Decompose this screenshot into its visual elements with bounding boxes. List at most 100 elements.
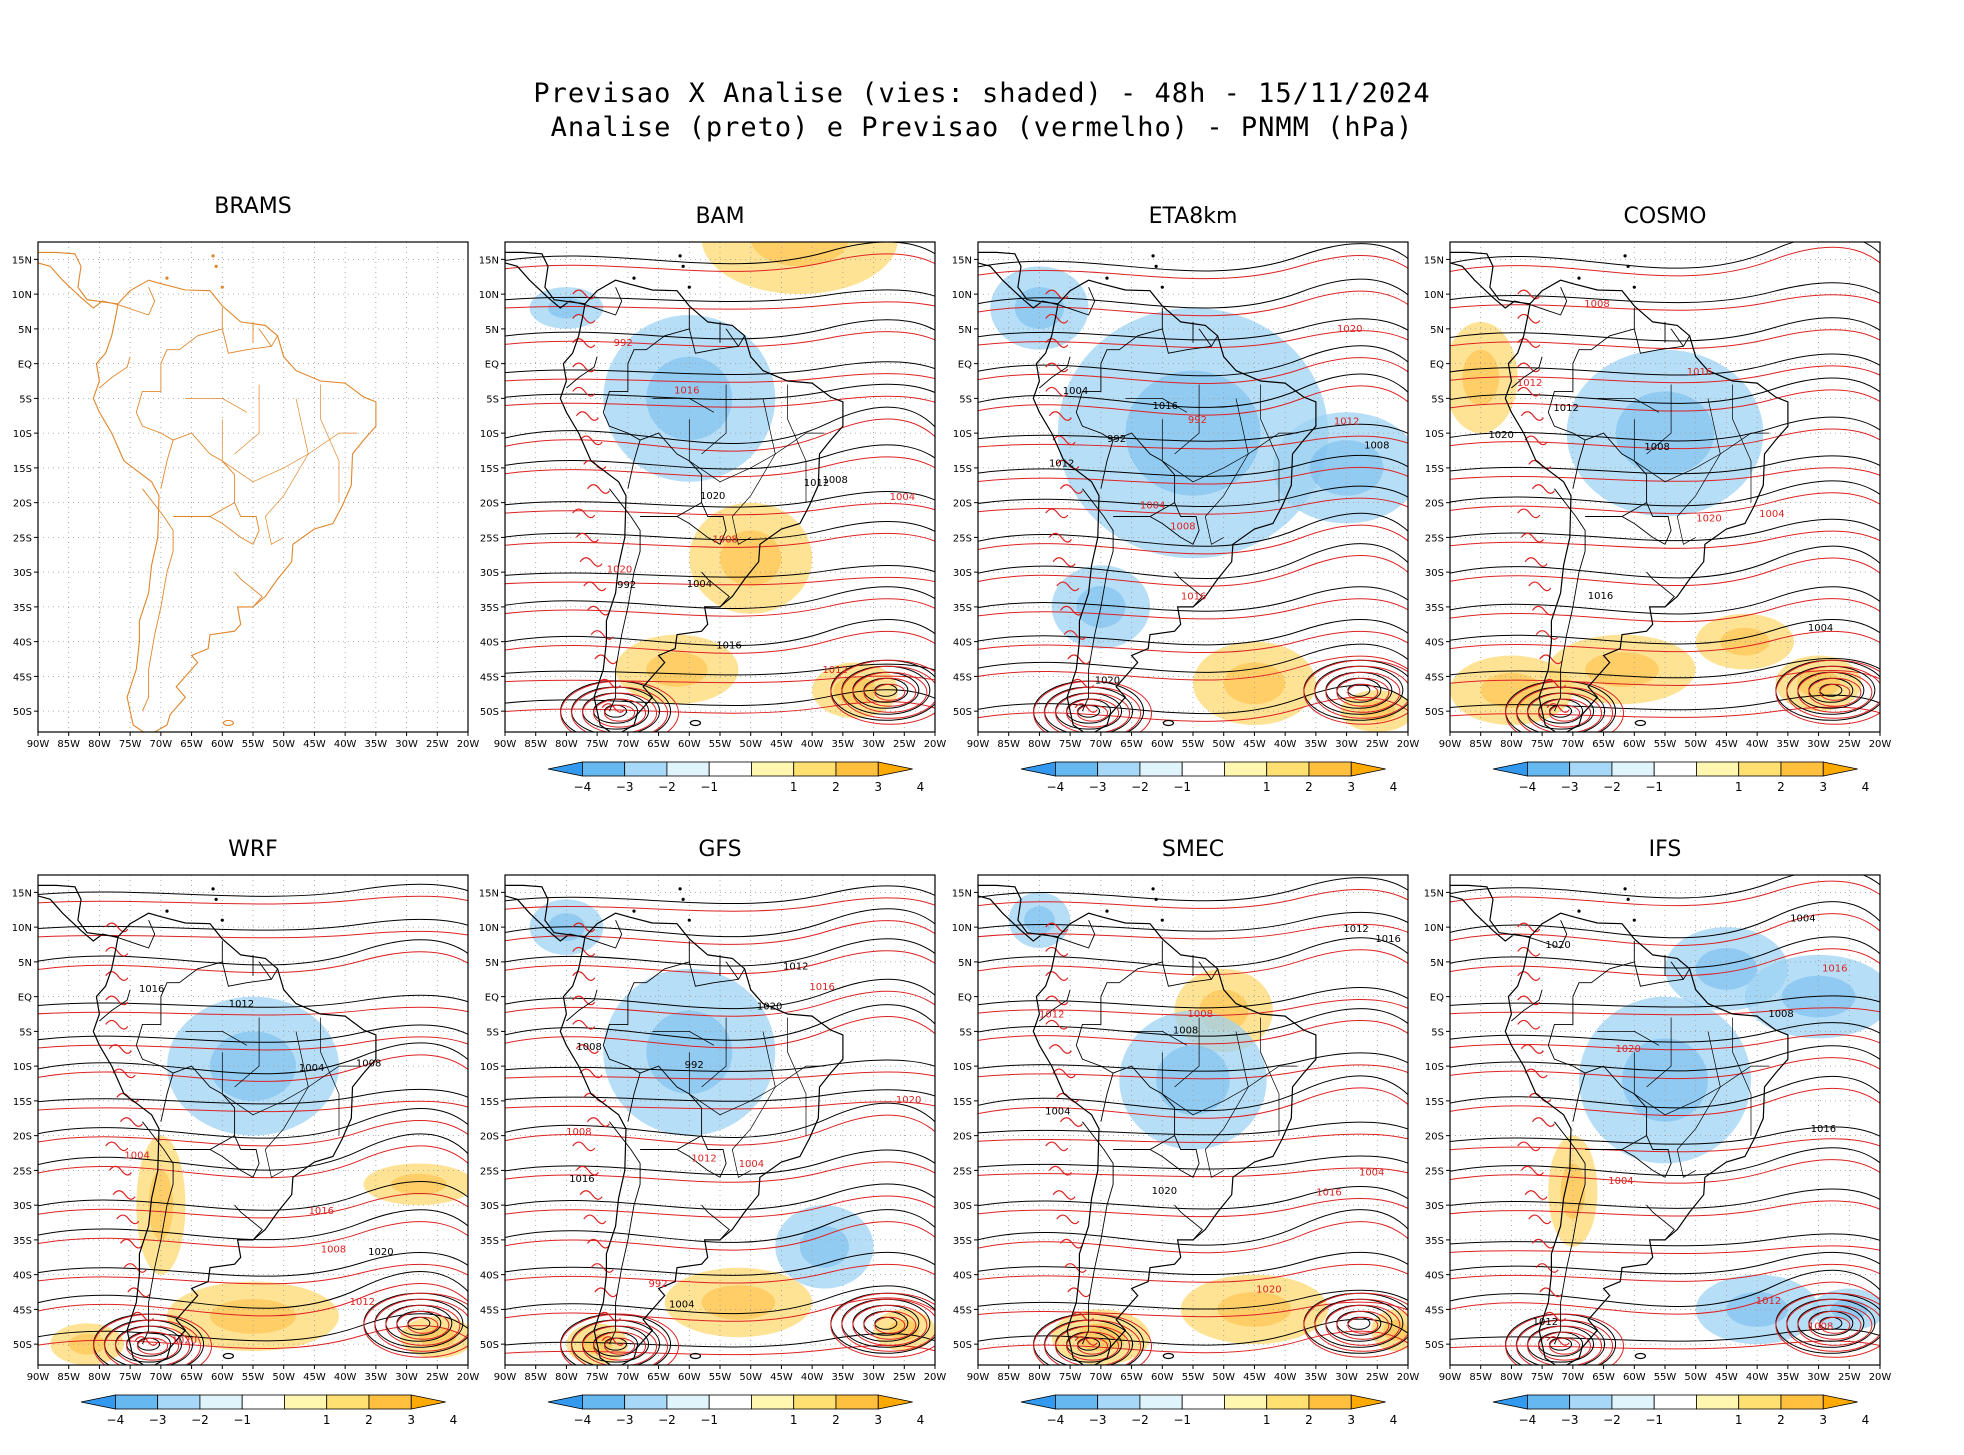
- analysis-isobar: [1450, 658, 1880, 679]
- lat-label: 25S: [480, 1166, 499, 1177]
- lat-label: 50S: [480, 1340, 499, 1351]
- andes-isobar: [572, 289, 596, 300]
- andes-isobar: [1520, 532, 1544, 543]
- island: [1124, 237, 1127, 240]
- country-border: [1039, 989, 1071, 1022]
- state-border: [1597, 1031, 1660, 1046]
- andes-isobar: [572, 995, 596, 1006]
- island: [687, 918, 691, 922]
- analysis-isobar: [505, 319, 935, 340]
- contour-label: 1012: [350, 1297, 375, 1308]
- lon-label: 50W: [1684, 1372, 1707, 1383]
- andes-isobar: [1543, 678, 1567, 689]
- andes-isobar: [575, 1044, 599, 1054]
- contour-label: 1012: [822, 665, 847, 676]
- colorbar-label: 2: [1777, 780, 1785, 794]
- state-border: [1597, 398, 1660, 413]
- andes-isobar: [1056, 1214, 1080, 1225]
- lon-label: 50W: [739, 1372, 762, 1383]
- contour-label: 992: [1188, 415, 1207, 426]
- lon-label: 65W: [1592, 739, 1615, 750]
- contour-label: 1008: [576, 1042, 601, 1053]
- forecast-isobar: [978, 385, 1408, 416]
- forecast-isobar: [1450, 598, 1880, 623]
- low-isobar-forecast: [582, 1325, 658, 1365]
- andes-isobar: [1071, 1311, 1095, 1322]
- colorbar-swatch: [1181, 1394, 1225, 1410]
- lon-label: 90W: [1439, 1372, 1462, 1383]
- lon-label: 30W: [395, 739, 418, 750]
- colorbar-swatch: [1266, 1394, 1310, 1410]
- lat-label: 20S: [13, 1132, 32, 1143]
- country-border: [1198, 328, 1212, 347]
- colorbar-swatch: [1055, 1394, 1099, 1410]
- country-border: [141, 488, 174, 712]
- forecast-isobar: [505, 456, 935, 478]
- lat-label: 5S: [1431, 394, 1444, 405]
- forecast-isobar: [978, 357, 1408, 384]
- colorbar-label: 1: [1735, 1413, 1743, 1427]
- andes-isobar: [601, 703, 625, 713]
- island: [1062, 870, 1065, 873]
- forecast-isobar: [38, 895, 468, 905]
- colorbar-label: 2: [365, 1413, 373, 1427]
- lon-label: 75W: [586, 739, 609, 750]
- andes-isobar: [1045, 1019, 1069, 1030]
- analysis-isobar: [1450, 1147, 1880, 1176]
- country-border: [566, 356, 598, 389]
- analysis-isobar: [978, 423, 1408, 442]
- contour-label: 1020: [1337, 324, 1362, 335]
- colorbar-label: −2: [658, 1413, 676, 1427]
- andes-isobar: [1517, 338, 1541, 348]
- low-isobar-forecast: [841, 1298, 935, 1352]
- country-border: [1621, 502, 1672, 545]
- low-isobar-forecast: [1797, 671, 1873, 713]
- lat-label: 40S: [1425, 638, 1444, 649]
- lon-label: 30W: [1807, 739, 1830, 750]
- island: [1632, 285, 1636, 289]
- colorbar-swatch: [1266, 761, 1310, 777]
- lon-label: 25W: [426, 739, 449, 750]
- low-isobar-forecast: [852, 671, 928, 713]
- andes-isobar: [1517, 508, 1541, 519]
- low-isobar-forecast: [1303, 1292, 1408, 1358]
- analysis-isobar: [505, 586, 935, 609]
- forecast-isobar: [505, 950, 935, 975]
- lat-label: 10S: [13, 1062, 32, 1073]
- country-border: [602, 328, 745, 489]
- lon-label: 45W: [770, 1372, 793, 1383]
- analysis-isobar: [978, 877, 1408, 902]
- andes-isobar: [601, 1336, 625, 1346]
- forecast-isobar: [978, 1133, 1408, 1143]
- contour-label: 1012: [1343, 924, 1368, 935]
- analysis-isobar: [978, 1008, 1408, 1037]
- lon-label: 55W: [709, 739, 732, 750]
- lon-label: 45W: [1715, 739, 1738, 750]
- contour-label: 1020: [607, 564, 632, 575]
- forecast-isobar: [1450, 913, 1880, 946]
- bias-area: [701, 242, 898, 295]
- country-border: [1670, 328, 1684, 347]
- map-svg: 1012101210081008101610161020102010041004…: [479, 241, 946, 794]
- colorbar-arrow-high: [1350, 761, 1386, 777]
- forecast-isobar: [38, 1006, 468, 1016]
- andes-isobar: [1045, 313, 1069, 324]
- andes-isobar: [116, 1092, 140, 1103]
- forecast-isobar: [978, 949, 1408, 976]
- bias-core: [646, 652, 708, 687]
- lat-label: 15S: [480, 1097, 499, 1108]
- island: [1596, 237, 1599, 240]
- analysis-isobar: [1450, 1045, 1880, 1072]
- colorbar-label: 2: [1305, 780, 1313, 794]
- falkland-islands: [689, 719, 702, 727]
- analysis-isobar: [505, 521, 935, 541]
- forecast-isobar: [978, 630, 1408, 653]
- island: [1534, 237, 1537, 240]
- lat-label: 45S: [13, 1305, 32, 1316]
- state-border: [701, 384, 727, 455]
- map-svg: 1012101210081008101610161020102010041004…: [952, 870, 1419, 1427]
- andes-isobar: [572, 508, 596, 519]
- colorbar-label: 3: [874, 1413, 882, 1427]
- forecast-isobar: [978, 1064, 1408, 1080]
- andes-isobar: [590, 1263, 614, 1273]
